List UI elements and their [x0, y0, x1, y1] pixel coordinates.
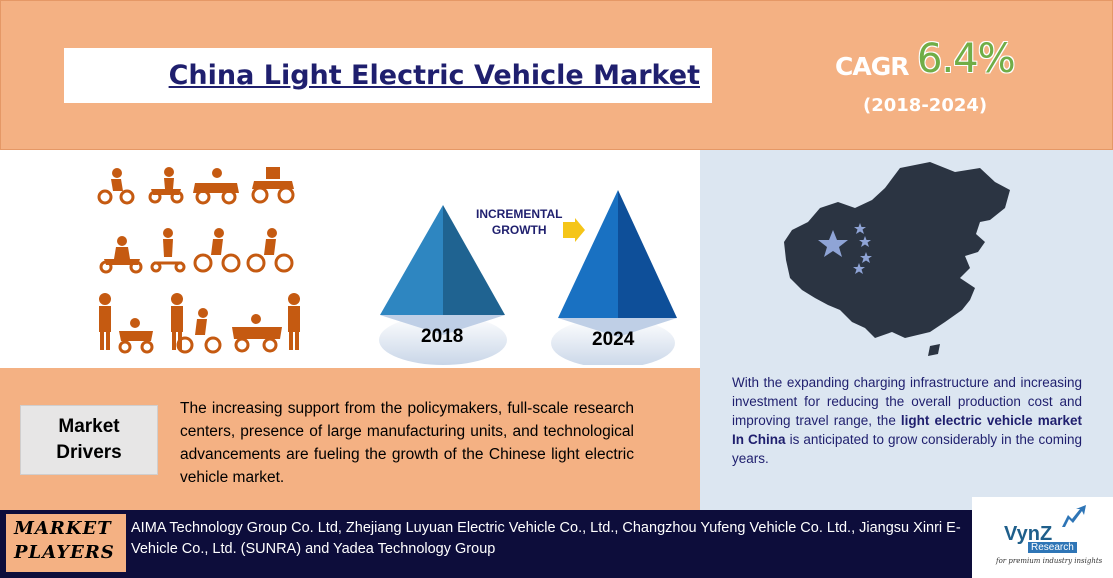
logo-arrow-icon: [1062, 505, 1086, 527]
summary-text: With the expanding charging infrastructu…: [732, 373, 1082, 468]
bicycle-icon: [246, 228, 294, 273]
title-box: China Light Electric Vehicle Market: [64, 48, 712, 103]
arrow-right-icon: [563, 218, 585, 242]
drivers-text: The increasing support from the policyma…: [180, 400, 634, 486]
kart-icon: [193, 168, 239, 205]
bicycle-icon: [193, 228, 241, 273]
cagr-period: (2018-2024): [863, 95, 988, 116]
balance-bike-icon: [97, 168, 135, 205]
end-year: 2024: [592, 329, 635, 350]
china-map-icon: [784, 162, 1010, 356]
cagr-value: 6.4%: [917, 36, 1016, 82]
star-icon: [860, 252, 872, 263]
parent-car-icon: [232, 293, 300, 353]
quad-bike-icon: [251, 167, 295, 204]
logo-subtitle: Research: [1028, 542, 1077, 553]
incremental-growth-label: INCREMENTAL GROWTH: [476, 207, 563, 237]
drivers-label-box: Market Drivers: [20, 405, 158, 475]
kick-scooter-icon: [99, 236, 143, 274]
star-icon: [818, 230, 848, 257]
logo-tagline: for premium industry insights: [996, 557, 1103, 565]
pyramid-2024: [551, 190, 677, 365]
drivers-label: Market Drivers: [56, 416, 122, 463]
parent-push-car-icon: [99, 293, 154, 354]
summary-text-start: With the expanding charging infrastructu…: [732, 375, 1082, 428]
players-label: MARKET PLAYERS: [14, 518, 115, 563]
logo-name: VynZ: [1004, 523, 1053, 545]
star-icon: [854, 223, 866, 234]
star-icon: [859, 236, 871, 247]
players-bar: [0, 510, 972, 578]
page-title: China Light Electric Vehicle Market: [168, 60, 700, 91]
scooter-icon: [150, 228, 186, 273]
vynz-logo: VynZ Research for premium industry insig…: [972, 497, 1113, 578]
vehicle-icons-grid: [97, 167, 300, 354]
summary-highlight: light electric vehicle market In China: [732, 413, 1082, 447]
start-year: 2018: [421, 326, 464, 347]
players-list: AIMA Technology Group Co. Ltd, Zhejiang …: [131, 520, 961, 557]
parent-bike-icon: [171, 293, 222, 354]
star-icon: [853, 263, 865, 274]
cagr-label: CAGR: [835, 52, 909, 81]
growth-pyramids: [379, 190, 677, 365]
summary-text-end: is anticipated to grow considerably in t…: [732, 432, 1082, 466]
pyramid-2018: [379, 205, 507, 365]
ride-on-car-icon: [148, 167, 184, 204]
players-label-box: MARKET PLAYERS: [6, 514, 126, 572]
